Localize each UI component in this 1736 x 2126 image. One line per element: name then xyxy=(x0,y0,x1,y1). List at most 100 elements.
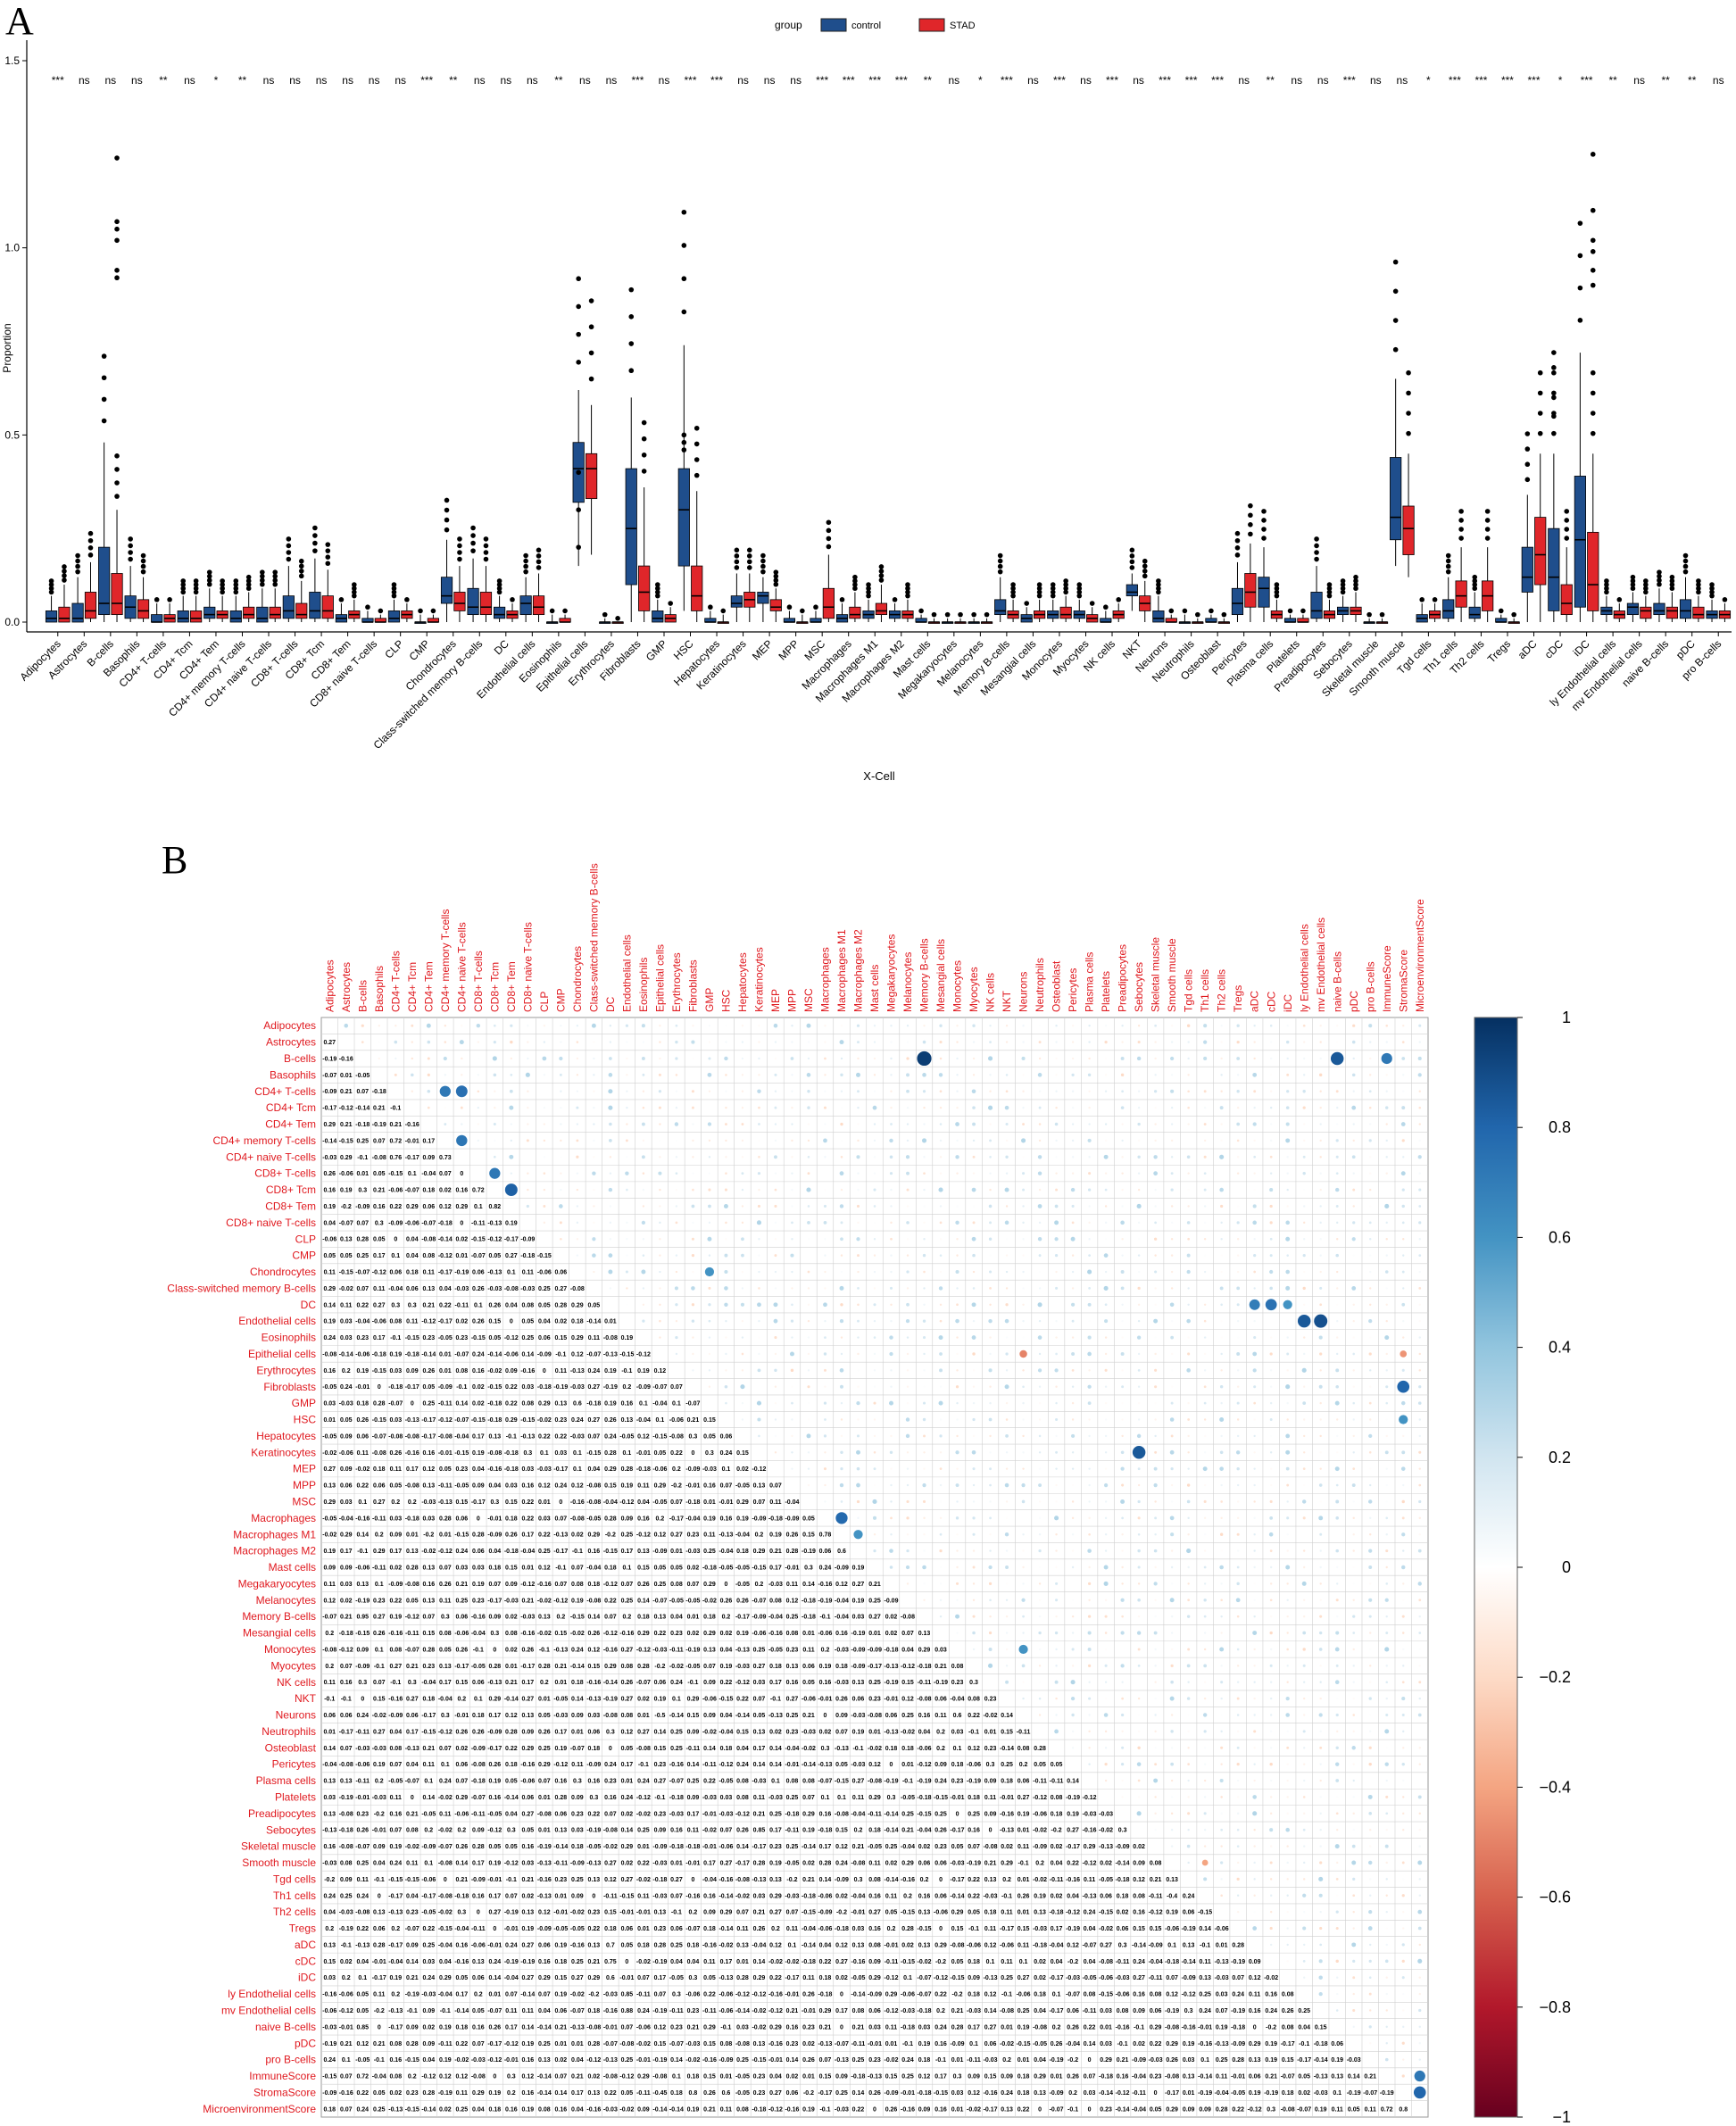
correlation-circle xyxy=(1368,1549,1373,1553)
correlation-value: 0.16 xyxy=(637,1516,650,1522)
correlation-value: 0.14 xyxy=(571,1697,584,1703)
correlation-circle xyxy=(1104,1270,1108,1274)
correlation-circle xyxy=(1022,1205,1025,1208)
correlation-value: -0.12 xyxy=(520,1582,535,1588)
correlation-value: 0.25 xyxy=(868,1598,881,1604)
correlation-circle xyxy=(1352,1796,1355,1798)
correlation-circle xyxy=(1071,1582,1075,1585)
correlation-value: 0.17 xyxy=(489,1893,502,1899)
correlation-circle xyxy=(1055,1041,1058,1043)
correlation-circle xyxy=(1203,1763,1207,1765)
correlation-value: 0.15 xyxy=(687,1713,700,1719)
correlation-circle xyxy=(1418,1483,1422,1487)
correlation-circle xyxy=(1104,1352,1108,1356)
correlation-circle xyxy=(1170,1188,1174,1192)
correlation-value: -0.1 xyxy=(687,1680,698,1686)
correlation-circle xyxy=(1401,1632,1405,1634)
outlier-point xyxy=(167,597,172,602)
correlation-circle xyxy=(1352,1549,1355,1552)
correlation-value: 0.07 xyxy=(588,1433,601,1440)
correlation-value: 0.06 xyxy=(340,1713,353,1719)
legend-label-0: control xyxy=(851,21,881,31)
correlation-value: 0.24 xyxy=(571,1417,584,1424)
correlation-circle xyxy=(395,1057,397,1060)
correlation-circle xyxy=(675,1188,678,1192)
row-label: Memory B-cells xyxy=(242,1610,316,1623)
correlation-circle xyxy=(1104,1697,1108,1700)
correlation-value: 0.29 xyxy=(323,1286,336,1292)
correlation-circle xyxy=(1352,1319,1355,1323)
correlation-value: 0.27 xyxy=(373,1499,386,1506)
correlation-circle xyxy=(1220,1238,1223,1241)
correlation-value: 0.1 xyxy=(623,1450,632,1457)
correlation-value: 0.17 xyxy=(472,1433,485,1440)
correlation-circle xyxy=(1236,1351,1241,1356)
correlation-value: -0.14 xyxy=(339,1351,353,1358)
correlation-circle xyxy=(1120,1598,1125,1602)
correlation-circle xyxy=(1136,1335,1142,1340)
correlation-circle xyxy=(922,1319,926,1323)
correlation-circle xyxy=(725,1221,727,1225)
correlation-value: 0.08 xyxy=(1018,1746,1030,1752)
correlation-value: -0.17 xyxy=(735,1615,750,1621)
correlation-value: -0.01 xyxy=(702,1844,717,1850)
correlation-value: -0.04 xyxy=(421,1171,436,1177)
correlation-circle xyxy=(659,1123,661,1125)
correlation-circle xyxy=(807,1287,810,1290)
correlation-value: -0.17 xyxy=(438,1270,453,1276)
correlation-circle xyxy=(1220,1828,1224,1831)
correlation-circle xyxy=(806,1187,811,1192)
correlation-value: 0.23 xyxy=(951,1779,964,1785)
correlation-value: -0.11 xyxy=(372,1565,386,1572)
correlation-circle xyxy=(1319,1467,1322,1470)
correlation-value: -0.06 xyxy=(1033,1811,1047,1817)
correlation-value: -0.18 xyxy=(1050,1910,1064,1916)
correlation-circle xyxy=(1071,1713,1075,1717)
correlation-circle xyxy=(956,1418,959,1421)
correlation-circle xyxy=(1401,1204,1405,1208)
correlation-circle xyxy=(1071,1632,1075,1634)
correlation-circle xyxy=(1203,1221,1207,1225)
correlation-circle xyxy=(1103,1253,1109,1258)
correlation-circle xyxy=(1269,1237,1273,1241)
correlation-value: 0.1 xyxy=(821,1795,830,1801)
correlation-circle xyxy=(527,1106,529,1109)
outlier-point xyxy=(298,563,304,569)
correlation-circle xyxy=(1005,1648,1009,1651)
correlation-circle xyxy=(1381,1052,1392,1065)
correlation-circle xyxy=(1269,1664,1273,1667)
correlation-value: -0.14 xyxy=(885,1877,899,1883)
row-label: NK cells xyxy=(277,1676,316,1689)
correlation-value: 0.3 xyxy=(408,1680,417,1686)
correlation-value: -0.16 xyxy=(520,1368,535,1374)
outlier-point xyxy=(114,453,120,459)
correlation-value: 0.17 xyxy=(555,1729,568,1735)
correlation-circle xyxy=(774,1418,777,1421)
correlation-circle xyxy=(692,1188,694,1192)
correlation-circle xyxy=(1004,1482,1009,1488)
correlation-value: -0.02 xyxy=(702,1729,717,1735)
correlation-circle xyxy=(1352,1336,1355,1339)
row-label: Endothelial cells xyxy=(238,1315,316,1327)
correlation-circle xyxy=(1071,1500,1075,1503)
correlation-circle xyxy=(789,1351,794,1357)
correlation-circle xyxy=(923,1123,926,1125)
correlation-circle xyxy=(1203,1254,1207,1257)
outlier-point xyxy=(312,533,318,538)
correlation-circle xyxy=(1121,1205,1124,1208)
correlation-value: 0.13 xyxy=(406,1549,419,1555)
correlation-circle xyxy=(856,1024,860,1027)
correlation-circle xyxy=(1319,1730,1322,1733)
correlation-value: 0.15 xyxy=(654,1746,667,1752)
correlation-value: -0.12 xyxy=(901,1664,915,1670)
correlation-circle xyxy=(1352,1615,1356,1618)
correlation-circle xyxy=(1187,1172,1190,1175)
correlation-value: 0.04 xyxy=(720,1647,733,1653)
correlation-circle xyxy=(1071,1156,1075,1159)
correlation-value: -0.07 xyxy=(339,1220,353,1226)
correlation-value: -0.2 xyxy=(423,1532,434,1539)
correlation-value: 0 xyxy=(477,1910,480,1916)
correlation-circle xyxy=(1368,1221,1372,1225)
correlation-value: 0.05 xyxy=(522,1828,535,1834)
correlation-circle xyxy=(1071,1385,1075,1388)
